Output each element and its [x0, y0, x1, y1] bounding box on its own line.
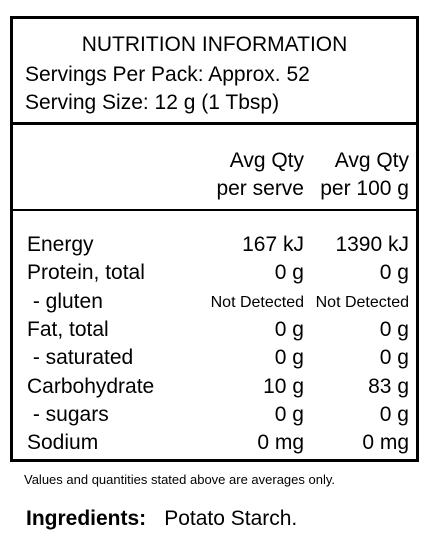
col-100g-line2: per 100 g: [320, 177, 409, 200]
row-100g-saturated: 0 g: [379, 346, 409, 369]
ingredients-label: Ingredients:: [26, 507, 147, 530]
row-100g-protein: 0 g: [379, 261, 409, 284]
row-serve-carbohydrate: 10 g: [263, 375, 304, 398]
row-serve-energy: 167 kJ: [242, 233, 304, 256]
col-100g-line1: Avg Qty: [334, 149, 409, 172]
row-label-energy: Energy: [27, 233, 94, 256]
row-label-protein: Protein, total: [27, 261, 145, 284]
row-label-carbohydrate: Carbohydrate: [27, 375, 155, 398]
row-label-sodium: Sodium: [27, 431, 99, 454]
servings-per-pack: Servings Per Pack: Approx. 52: [25, 63, 310, 86]
row-label-sugars: - sugars: [27, 403, 109, 426]
row-serve-sugars: 0 g: [274, 403, 304, 426]
col-serve-line1: Avg Qty: [229, 149, 304, 172]
averages-footnote: Values and quantities stated above are a…: [24, 472, 336, 487]
row-serve-sodium: 0 mg: [257, 431, 304, 454]
row-100g-fat: 0 g: [379, 318, 409, 341]
row-serve-protein: 0 g: [274, 261, 304, 284]
row-serve-gluten: Not Detected: [210, 294, 304, 311]
col-serve-line2: per serve: [216, 177, 304, 200]
row-100g-sodium: 0 mg: [362, 431, 409, 454]
ingredients-line: Ingredients: Potato Starch.: [26, 507, 297, 531]
ingredients-value: Potato Starch.: [164, 507, 298, 530]
row-serve-saturated: 0 g: [274, 346, 304, 369]
row-serve-fat: 0 g: [274, 318, 304, 341]
nutrition-panel: NUTRITION INFORMATION Servings Per Pack:…: [10, 16, 419, 462]
panel-title: NUTRITION INFORMATION: [81, 33, 348, 56]
row-100g-energy: 1390 kJ: [335, 233, 409, 256]
header-divider: [13, 122, 416, 125]
row-label-fat: Fat, total: [27, 318, 109, 341]
row-100g-gluten: Not Detected: [315, 294, 409, 311]
serving-size: Serving Size: 12 g (1 Tbsp): [25, 91, 280, 114]
row-100g-carbohydrate: 83 g: [368, 375, 409, 398]
row-100g-sugars: 0 g: [379, 403, 409, 426]
row-label-saturated: - saturated: [27, 346, 134, 369]
column-divider: [13, 209, 416, 211]
row-label-gluten: - gluten: [27, 290, 103, 313]
